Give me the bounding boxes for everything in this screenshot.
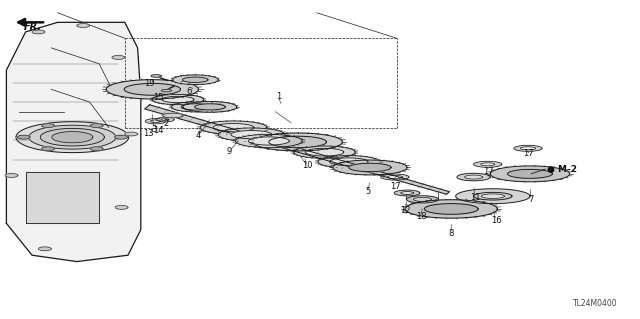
Polygon shape (490, 166, 570, 182)
Text: 4: 4 (196, 131, 201, 140)
Polygon shape (150, 120, 161, 122)
Polygon shape (17, 135, 30, 139)
Polygon shape (172, 75, 218, 85)
Polygon shape (294, 146, 355, 158)
Polygon shape (182, 77, 208, 82)
Polygon shape (16, 122, 129, 152)
Polygon shape (394, 190, 420, 196)
Polygon shape (29, 125, 116, 149)
Polygon shape (405, 200, 497, 218)
Polygon shape (163, 113, 183, 118)
Polygon shape (424, 204, 478, 214)
Text: 16: 16 (491, 216, 501, 225)
Text: 5: 5 (365, 187, 371, 196)
Polygon shape (305, 148, 344, 156)
Polygon shape (77, 24, 90, 27)
Polygon shape (465, 175, 483, 179)
Polygon shape (32, 30, 45, 34)
Text: 9: 9 (227, 147, 232, 156)
Polygon shape (112, 56, 125, 59)
Polygon shape (318, 156, 380, 168)
Polygon shape (231, 130, 272, 139)
Polygon shape (145, 119, 166, 124)
Text: 14: 14 (154, 126, 164, 135)
Polygon shape (183, 101, 237, 112)
Text: 19: 19 (145, 79, 155, 88)
Text: 17: 17 (483, 167, 493, 176)
Polygon shape (387, 175, 403, 179)
Text: 2: 2 (164, 119, 169, 128)
Text: 12: 12 (400, 206, 410, 215)
Polygon shape (145, 105, 449, 194)
Polygon shape (236, 134, 302, 148)
Text: 13: 13 (143, 130, 154, 138)
Polygon shape (213, 123, 254, 132)
Text: TL24M0400: TL24M0400 (573, 299, 618, 308)
Polygon shape (406, 196, 438, 203)
Polygon shape (218, 128, 285, 141)
Text: 15: 15 (154, 93, 164, 102)
Polygon shape (42, 147, 54, 151)
Polygon shape (514, 145, 542, 151)
Polygon shape (125, 132, 138, 136)
Text: FR.: FR. (24, 22, 42, 32)
Polygon shape (474, 161, 502, 167)
Polygon shape (456, 189, 530, 204)
Polygon shape (481, 194, 504, 198)
Polygon shape (151, 75, 161, 77)
Polygon shape (6, 22, 141, 262)
Polygon shape (172, 102, 223, 112)
Polygon shape (333, 160, 407, 175)
Polygon shape (349, 163, 391, 172)
Polygon shape (330, 158, 368, 166)
Polygon shape (413, 197, 431, 201)
Polygon shape (90, 147, 103, 151)
Polygon shape (26, 172, 99, 223)
Polygon shape (200, 121, 267, 134)
Polygon shape (381, 174, 409, 180)
Polygon shape (508, 169, 552, 178)
Polygon shape (481, 163, 495, 166)
Polygon shape (253, 133, 342, 151)
Polygon shape (52, 131, 93, 143)
Polygon shape (42, 124, 54, 128)
Polygon shape (401, 192, 413, 194)
Text: 17: 17 (390, 182, 401, 191)
Polygon shape (457, 173, 490, 181)
Text: 10: 10 (302, 161, 312, 170)
Polygon shape (40, 129, 104, 146)
Text: 6: 6 (186, 87, 191, 96)
Polygon shape (269, 136, 326, 148)
Polygon shape (106, 80, 198, 99)
Polygon shape (161, 89, 172, 92)
Polygon shape (161, 119, 169, 121)
Polygon shape (181, 104, 213, 110)
Polygon shape (474, 192, 512, 200)
Text: 7: 7 (529, 195, 534, 204)
Polygon shape (115, 135, 127, 139)
Polygon shape (248, 137, 289, 145)
Polygon shape (156, 117, 174, 122)
Text: 3: 3 (151, 125, 156, 134)
Polygon shape (38, 247, 51, 251)
Polygon shape (195, 104, 225, 110)
Polygon shape (115, 205, 128, 209)
Polygon shape (152, 94, 204, 105)
Polygon shape (5, 174, 18, 177)
Polygon shape (520, 147, 536, 150)
Polygon shape (90, 124, 103, 128)
Polygon shape (124, 84, 180, 95)
Polygon shape (162, 96, 194, 103)
Text: 1: 1 (276, 92, 281, 101)
Text: 17: 17 (524, 149, 534, 158)
Text: ● M-2: ● M-2 (547, 165, 577, 174)
Text: 8: 8 (449, 229, 454, 238)
Text: 18: 18 (416, 212, 426, 221)
Text: 11: 11 (470, 193, 480, 202)
